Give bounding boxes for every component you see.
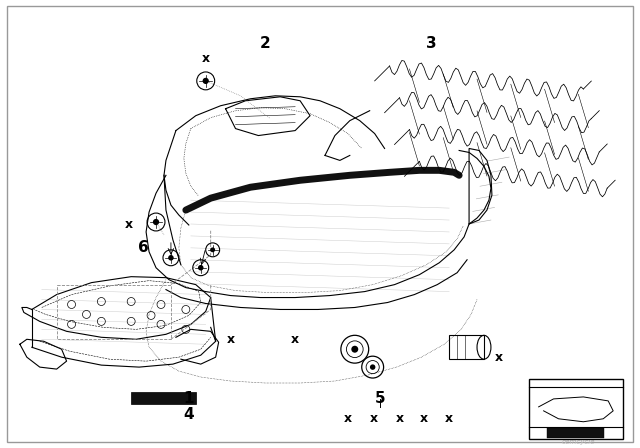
Circle shape — [351, 346, 358, 353]
Circle shape — [168, 255, 173, 261]
Bar — [547, 428, 604, 438]
Text: 1: 1 — [184, 392, 194, 406]
Text: x: x — [396, 412, 404, 425]
Bar — [449, 335, 484, 359]
Text: 3: 3 — [426, 36, 436, 51]
Text: x: x — [370, 412, 378, 425]
Text: 5: 5 — [374, 392, 385, 406]
Text: x: x — [227, 333, 235, 346]
Circle shape — [370, 364, 376, 370]
Text: 6: 6 — [138, 240, 148, 255]
Text: x: x — [495, 351, 503, 364]
Bar — [529, 379, 623, 439]
Text: 2: 2 — [260, 36, 271, 51]
Text: x: x — [420, 412, 428, 425]
Circle shape — [153, 219, 159, 225]
Bar — [131, 392, 196, 404]
Text: x: x — [445, 412, 453, 425]
Text: x: x — [202, 52, 210, 65]
Circle shape — [210, 247, 215, 252]
Text: x: x — [344, 412, 352, 425]
Circle shape — [198, 265, 204, 271]
Text: oemcycle: oemcycle — [562, 439, 595, 445]
Text: 4: 4 — [184, 407, 194, 422]
Circle shape — [203, 78, 209, 84]
Text: x: x — [291, 333, 300, 346]
Text: x: x — [125, 217, 133, 231]
